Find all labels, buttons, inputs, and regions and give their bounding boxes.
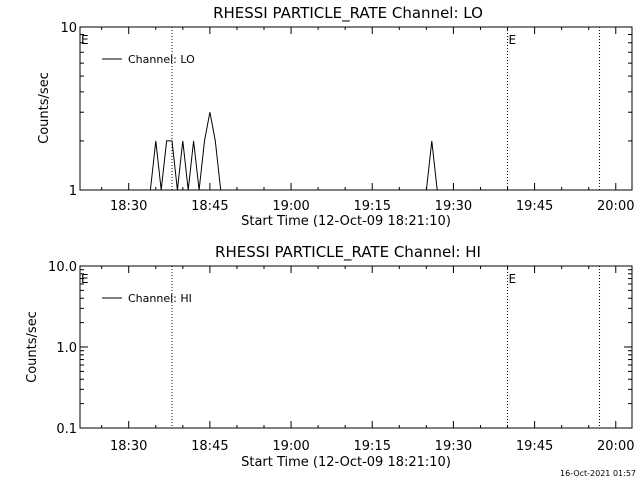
x-tick-label: 19:00 [272, 199, 309, 214]
x-tick-label: 20:00 [597, 439, 634, 454]
panel-hi-xlabel: Start Time (12-Oct-09 18:21:10) [241, 455, 451, 470]
panel-hi: RHESSI PARTICLE_RATE Channel: HI Counts/… [25, 243, 634, 470]
y-tick-label: 0.1 [56, 422, 77, 437]
x-tick-label: 18:30 [110, 199, 147, 214]
marker-label: E [509, 33, 517, 47]
y-tick-label: 1 [69, 184, 77, 199]
x-tick-label: 19:45 [516, 199, 553, 214]
footer-timestamp: 16-Oct-2021 01:57 [560, 469, 636, 478]
marker-label: E [81, 272, 89, 286]
x-tick-label: 19:15 [354, 439, 391, 454]
x-tick-label: 18:30 [110, 439, 147, 454]
x-tick-label: 19:45 [516, 439, 553, 454]
panel-hi-title: RHESSI PARTICLE_RATE Channel: HI [215, 243, 481, 262]
panel-hi-ylabel: Counts/sec [25, 311, 40, 383]
panel-hi-legend: Channel: HI [102, 292, 192, 305]
marker-label: E [81, 33, 89, 47]
panel-lo-legend: Channel: LO [102, 53, 195, 66]
x-tick-label: 18:45 [191, 199, 228, 214]
panel-lo-title: RHESSI PARTICLE_RATE Channel: LO [213, 4, 483, 23]
panel-lo-xlabel: Start Time (12-Oct-09 18:21:10) [241, 214, 451, 229]
panel-lo-ylabel: Counts/sec [37, 72, 52, 144]
panel-lo-x-axis: 18:30 18:45 19:00 19:15 19:30 19:45 20:00 [101, 27, 634, 214]
panel-lo-y-axis: 1 10 [60, 21, 632, 199]
x-tick-label: 18:45 [191, 439, 228, 454]
panel-lo-series [149, 112, 438, 191]
panel-hi-y-axis: 0.1 1.0 10.0 [48, 260, 632, 437]
x-tick-label: 19:15 [354, 199, 391, 214]
panel-hi-x-axis: 18:30 18:45 19:00 19:15 19:30 19:45 20:00 [101, 266, 634, 454]
legend-label-hi: Channel: HI [128, 292, 192, 305]
x-tick-label: 20:00 [597, 199, 634, 214]
series-line [149, 112, 438, 191]
x-tick-label: 19:00 [272, 439, 309, 454]
marker-label: E [509, 272, 517, 286]
panel-lo: RHESSI PARTICLE_RATE Channel: LO Counts/… [37, 4, 634, 229]
legend-label-lo: Channel: LO [128, 53, 195, 66]
y-tick-label: 10.0 [48, 260, 77, 275]
x-tick-label: 19:30 [435, 439, 472, 454]
y-tick-label: 10 [60, 21, 77, 36]
x-tick-label: 19:30 [435, 199, 472, 214]
panel-lo-frame [79, 26, 633, 191]
y-tick-label: 1.0 [56, 341, 77, 356]
